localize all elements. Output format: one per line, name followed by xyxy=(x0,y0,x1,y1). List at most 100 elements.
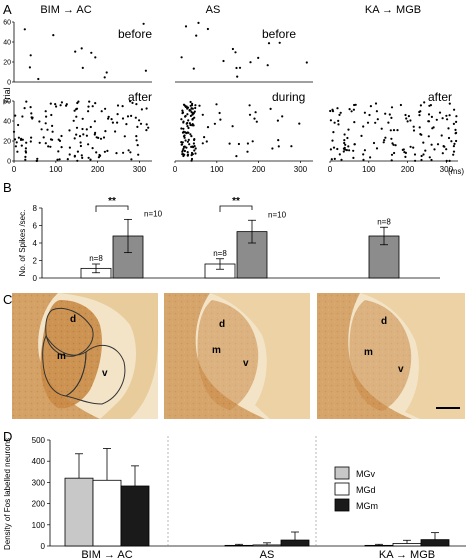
spike-point xyxy=(17,136,20,139)
d-bar xyxy=(92,479,122,547)
spike-point xyxy=(336,147,339,151)
spike-point xyxy=(194,152,197,155)
spike-point xyxy=(137,153,140,156)
spike-point xyxy=(97,156,100,159)
d-y-tick-label: 400 xyxy=(32,457,46,466)
b-significance-bracket xyxy=(95,205,129,212)
condition-title-as: AS xyxy=(206,4,221,16)
spike-point xyxy=(30,136,33,139)
spike-point xyxy=(91,105,94,108)
raster-spikes-0-1 xyxy=(12,100,150,162)
spike-point xyxy=(430,158,433,162)
spike-point xyxy=(253,117,256,120)
spike-point xyxy=(15,141,18,144)
spike-point xyxy=(343,141,346,145)
d-legend-label: MGv xyxy=(356,469,375,479)
spike-point xyxy=(49,102,52,105)
raster-x-tick-label: 100 xyxy=(362,165,376,174)
spike-point xyxy=(427,135,430,138)
spike-point xyxy=(344,143,347,146)
spike-point xyxy=(60,134,63,138)
spike-point xyxy=(193,110,196,113)
b-n-label: n=10 xyxy=(144,209,163,218)
spike-point xyxy=(181,153,184,156)
spike-point xyxy=(36,159,39,162)
spike-point xyxy=(139,122,143,125)
spike-point xyxy=(266,64,269,67)
spike-point xyxy=(129,151,132,154)
spike-point xyxy=(392,129,396,132)
spike-point xyxy=(384,136,387,139)
spike-point xyxy=(187,126,190,130)
b-y-tick-label: 4 xyxy=(33,239,38,248)
spike-point xyxy=(246,142,249,145)
spike-point xyxy=(66,158,69,161)
b-y-tick-label: 8 xyxy=(33,204,38,213)
spike-point xyxy=(182,147,185,150)
spike-point xyxy=(194,147,197,150)
spike-point xyxy=(102,136,106,139)
spike-point xyxy=(29,54,32,57)
spike-point xyxy=(343,139,346,142)
spike-point xyxy=(115,152,118,155)
spike-point xyxy=(427,113,431,116)
spike-point xyxy=(130,158,133,161)
raster-label-during: during xyxy=(272,90,305,104)
condition-title-bim-ac: BIM → AC xyxy=(40,4,91,16)
spike-point xyxy=(76,159,79,162)
spike-point xyxy=(339,111,342,114)
spike-point xyxy=(40,128,43,131)
spike-point xyxy=(180,56,183,59)
spike-point xyxy=(195,34,198,37)
spike-point xyxy=(81,156,84,159)
spike-point xyxy=(75,108,78,111)
spike-point xyxy=(75,133,78,136)
spike-point xyxy=(413,153,417,156)
spike-point xyxy=(190,154,193,157)
spike-point xyxy=(73,154,76,157)
spike-point xyxy=(193,138,196,141)
spike-point xyxy=(180,118,183,121)
region-label-m-2: m xyxy=(212,345,221,356)
raster-y-label: Trial xyxy=(2,87,12,104)
spike-point xyxy=(248,113,252,116)
spike-point xyxy=(136,144,139,147)
spike-point xyxy=(136,125,139,128)
b-y-tick-label: 6 xyxy=(33,222,38,231)
spike-point xyxy=(182,120,185,123)
spike-point xyxy=(190,159,193,162)
spike-point xyxy=(189,100,192,104)
d-y-tick-label: 300 xyxy=(32,478,46,487)
spike-point xyxy=(116,104,120,107)
spike-point xyxy=(447,136,451,140)
spike-point xyxy=(189,114,192,117)
region-label-v-1: v xyxy=(102,368,108,379)
spike-point xyxy=(390,159,393,162)
spike-point xyxy=(12,130,16,133)
spike-point xyxy=(94,56,97,59)
spike-point xyxy=(430,115,433,118)
spike-point xyxy=(134,116,137,119)
spike-point xyxy=(107,115,110,118)
region-label-d-2: d xyxy=(219,319,225,330)
spike-point xyxy=(269,107,272,110)
spike-point xyxy=(448,159,451,162)
spike-point xyxy=(422,153,425,156)
spike-point xyxy=(353,103,356,107)
raster-y-tick-label: 0 xyxy=(7,80,11,87)
spike-point xyxy=(184,131,187,134)
spike-point xyxy=(193,149,196,152)
spike-point xyxy=(181,111,185,114)
raster-spikes-1-1 xyxy=(180,100,301,162)
spike-point xyxy=(95,151,98,154)
spike-point xyxy=(94,131,97,134)
spike-point xyxy=(453,108,456,111)
spike-point xyxy=(447,127,450,130)
spike-point xyxy=(50,113,53,117)
spike-point xyxy=(114,130,117,133)
d-bar xyxy=(64,477,94,547)
spike-point xyxy=(184,115,187,118)
raster-y-tick-label: 20 xyxy=(3,60,11,67)
spike-point xyxy=(68,146,71,149)
spike-point xyxy=(448,102,451,105)
